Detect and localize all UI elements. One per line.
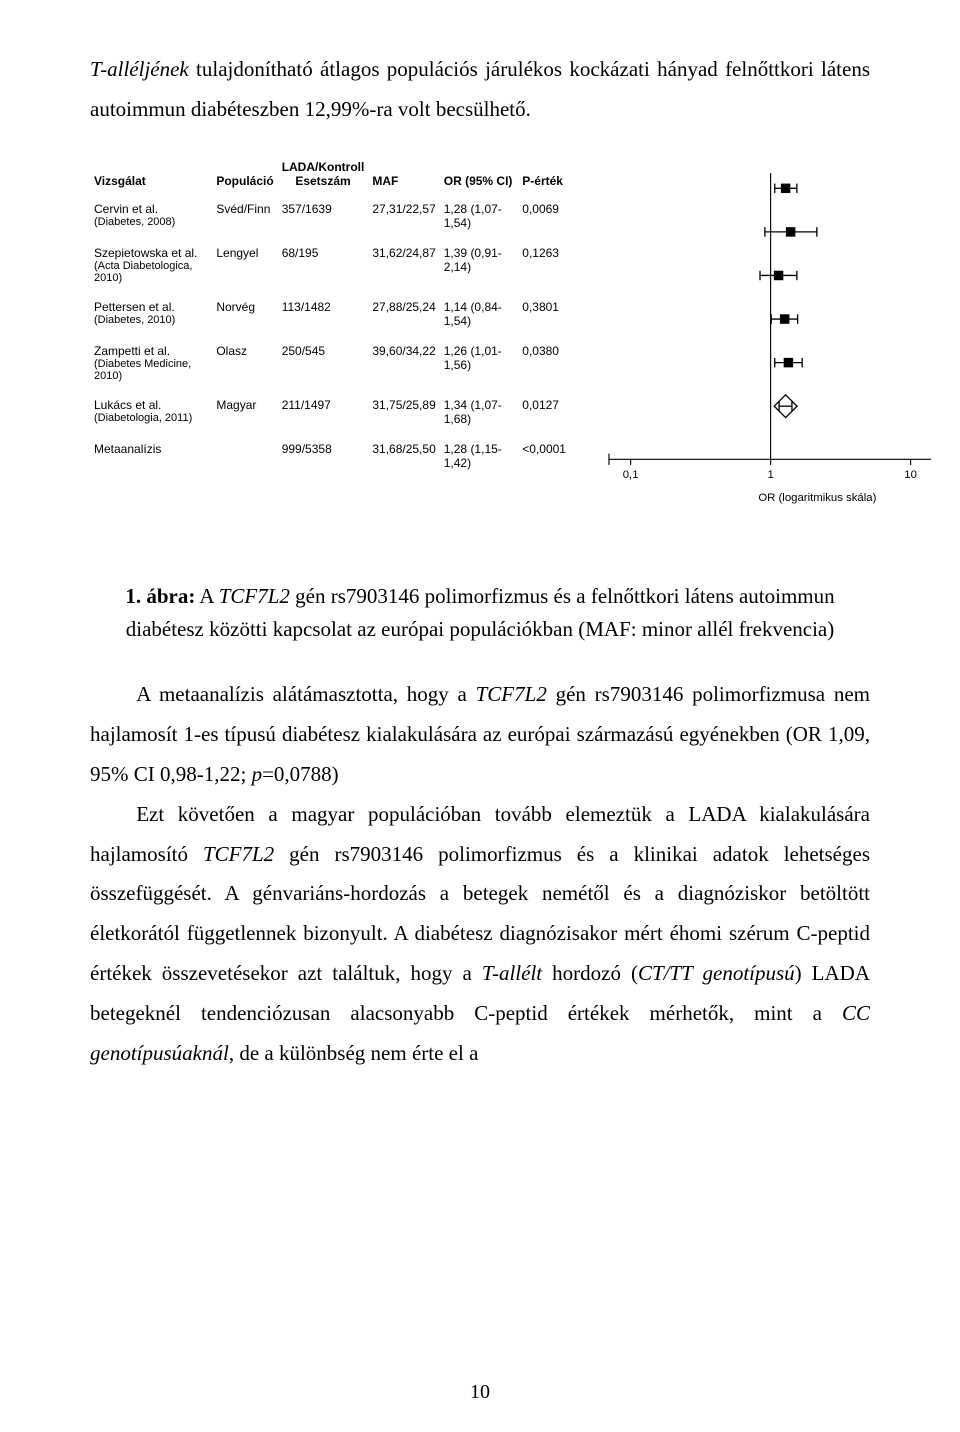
- th-p: P-érték: [518, 158, 570, 194]
- forest-table: Vizsgálat Populáció LADA/KontrollEsetszá…: [90, 158, 570, 478]
- table-row: Pettersen et al.(Diabetes, 2010)Norvég11…: [90, 292, 570, 336]
- th-or: OR (95% CI): [440, 158, 519, 194]
- intro-paragraph: T-alléljének tulajdonítható átlagos popu…: [90, 50, 870, 130]
- th-n: LADA/KontrollEsetszám: [278, 158, 369, 194]
- figure-forest: Vizsgálat Populáció LADA/KontrollEsetszá…: [90, 158, 870, 558]
- table-row: Lukács et al.(Diabetologia, 2011)Magyar2…: [90, 390, 570, 434]
- caption-label: 1. ábra:: [125, 584, 195, 608]
- svg-text:1: 1: [767, 469, 773, 481]
- svg-text:10: 10: [904, 469, 917, 481]
- table-row: Zampetti et al.(Diabetes Medicine, 2010)…: [90, 336, 570, 390]
- body-p2: Ezt követően a magyar populációban továb…: [90, 795, 870, 1074]
- intro-italic: T-alléljének: [90, 57, 189, 81]
- svg-text:OR (logaritmikus skála): OR (logaritmikus skála): [758, 492, 876, 504]
- figure-caption: 1. ábra: A TCF7L2 gén rs7903146 polimorf…: [90, 580, 870, 647]
- intro-rest: tulajdonítható átlagos populációs járulé…: [90, 57, 870, 121]
- table-header-row: Vizsgálat Populáció LADA/KontrollEsetszá…: [90, 158, 570, 194]
- forest-plot: 0,1 1 10 OR (logaritmikus skála): [590, 158, 950, 518]
- th-study: Vizsgálat: [90, 158, 212, 194]
- th-pop: Populáció: [212, 158, 277, 194]
- body-text: A metaanalízis alátámasztotta, hogy a TC…: [90, 675, 870, 1074]
- svg-text:0,1: 0,1: [623, 469, 639, 481]
- page-number: 10: [0, 1381, 960, 1404]
- caption-gene: TCF7L2: [219, 584, 290, 608]
- table-row: Metaanalízis999/535831,68/25,501,28 (1,1…: [90, 434, 570, 478]
- th-maf: MAF: [368, 158, 439, 194]
- table-row: Cervin et al.(Diabetes, 2008)Svéd/Finn35…: [90, 194, 570, 238]
- table-row: Szepietowska et al.(Acta Diabetologica, …: [90, 238, 570, 292]
- body-p1: A metaanalízis alátámasztotta, hogy a TC…: [90, 675, 870, 795]
